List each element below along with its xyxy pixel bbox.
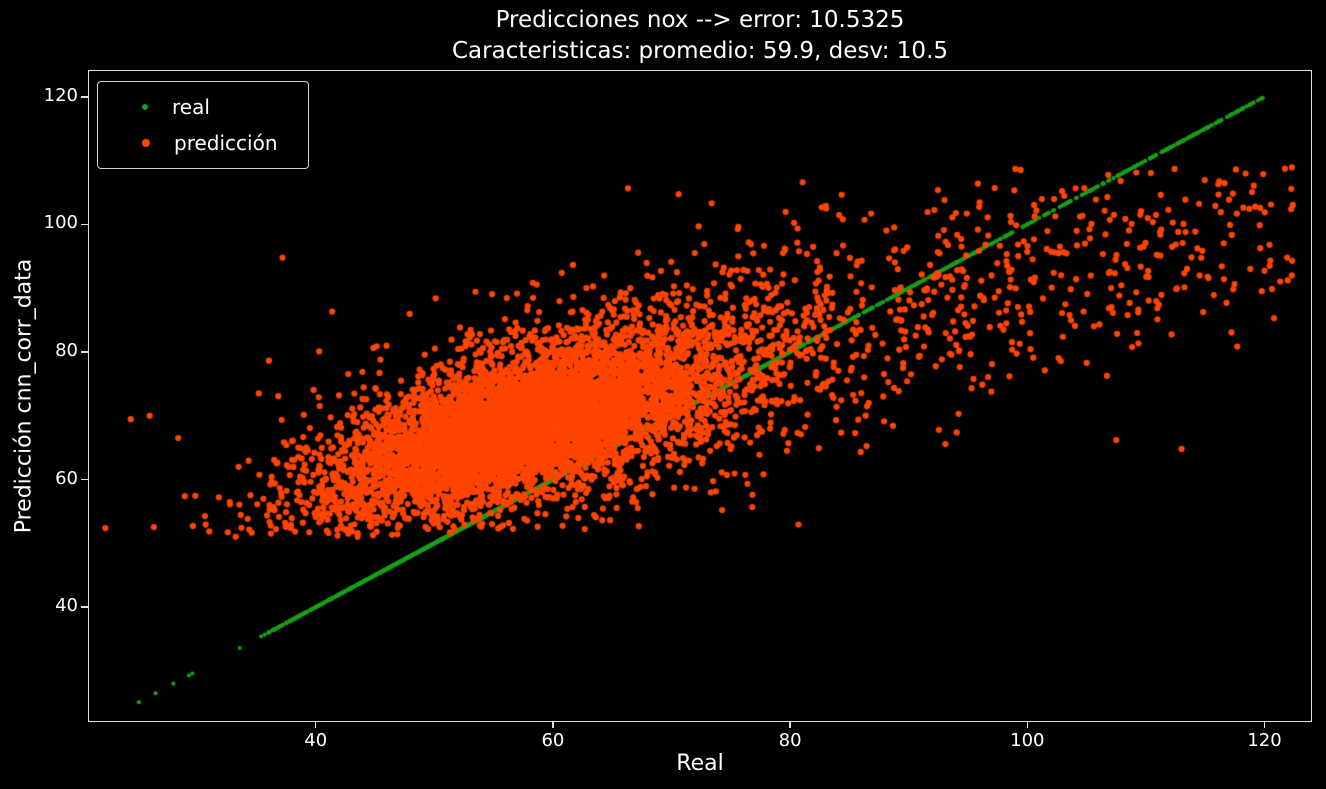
x-tick-mark bbox=[1026, 722, 1029, 728]
chart-legend: real predicción bbox=[97, 81, 309, 169]
chart-title: Predicciones nox --> error: 10.5325 bbox=[495, 7, 905, 33]
y-tick-mark bbox=[81, 606, 88, 608]
y-tick-label: 40 bbox=[55, 595, 78, 617]
legend-marker-real-icon bbox=[142, 104, 148, 110]
y-axis-label: Predicción cnn_corr_data bbox=[11, 258, 37, 534]
legend-item-real: real bbox=[98, 91, 278, 123]
x-tick-mark bbox=[789, 722, 791, 728]
x-tick-label: 40 bbox=[304, 730, 328, 751]
legend-marker-prediccion-icon bbox=[142, 139, 150, 147]
x-axis-label: Real bbox=[676, 751, 724, 776]
y-tick-label: 120 bbox=[43, 84, 78, 106]
x-tick-label: 60 bbox=[541, 730, 565, 751]
chart-subtitle: Caracteristicas: promedio: 59.9, desv: 1… bbox=[451, 38, 949, 64]
chart-title-block: Predicciones nox --> error: 10.5325 Cara… bbox=[88, 5, 1312, 67]
y-tick-mark bbox=[81, 351, 88, 353]
legend-item-prediccion: predicción bbox=[98, 127, 278, 159]
y-tick-label: 80 bbox=[55, 339, 78, 361]
x-tick-mark bbox=[314, 722, 317, 728]
legend-label-real: real bbox=[172, 95, 210, 119]
x-tick-label: 80 bbox=[778, 730, 802, 751]
y-tick-label: 100 bbox=[43, 212, 78, 234]
y-tick-mark bbox=[81, 478, 88, 481]
y-tick-mark bbox=[81, 96, 88, 98]
x-tick-label: 100 bbox=[1010, 730, 1045, 751]
legend-label-prediccion: predicción bbox=[174, 131, 278, 155]
scatter-plot-canvas bbox=[88, 70, 1312, 722]
x-tick-mark bbox=[1263, 722, 1266, 728]
y-tick-mark bbox=[81, 223, 88, 226]
x-tick-mark bbox=[552, 722, 554, 728]
x-tick-label: 120 bbox=[1247, 730, 1282, 751]
y-tick-label: 60 bbox=[55, 467, 78, 489]
